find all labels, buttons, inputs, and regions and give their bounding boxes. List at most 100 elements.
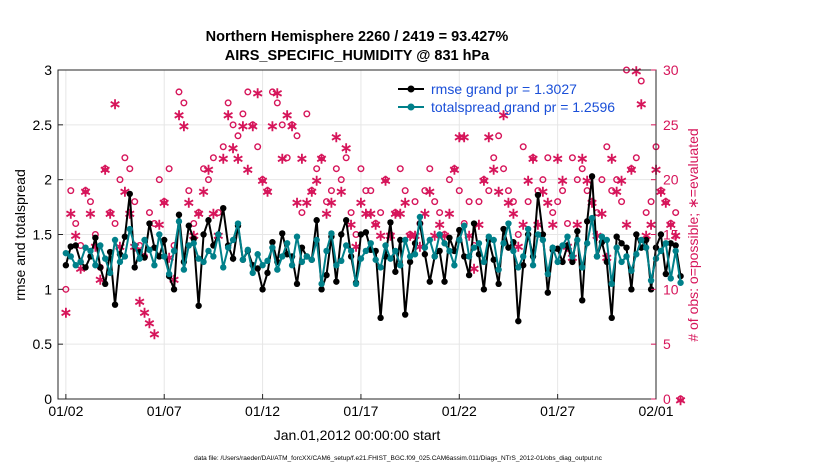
spread-point [549, 244, 556, 251]
rmse-point [185, 222, 193, 229]
spread-point [372, 256, 379, 263]
obs-possible-marker [293, 132, 301, 140]
rmse-point [480, 286, 488, 293]
spread-point [638, 236, 645, 244]
spread-point [180, 266, 188, 273]
obs-evaluated-marker: ∗ [173, 107, 186, 124]
obs-possible-marker [608, 187, 616, 195]
spread-point [485, 233, 492, 240]
obs-possible-marker [677, 395, 685, 403]
spread-point [190, 240, 197, 247]
obs-possible-marker [618, 198, 626, 206]
obs-evaluated-marker: ∗ [448, 162, 461, 179]
rmse-point [574, 228, 581, 235]
spread-point [249, 269, 256, 277]
y-tick-label-left: 1.5 [33, 227, 53, 243]
obs-possible-marker [263, 187, 271, 195]
obs-evaluated-marker: ∗ [79, 184, 92, 201]
obs-possible-marker [72, 220, 80, 228]
spread-point [618, 258, 625, 266]
spread-point [338, 257, 345, 265]
rmse-point [156, 253, 163, 260]
obs-possible-marker [500, 165, 508, 173]
rmse-point [544, 289, 552, 296]
obs-evaluated-marker: ∗ [315, 151, 328, 168]
spread-point [470, 244, 478, 251]
rmse-point [254, 265, 261, 272]
spread-point [662, 240, 670, 247]
obs-possible-marker [495, 132, 503, 140]
obs-evaluated-marker: ∗ [335, 184, 348, 201]
rmse-point [539, 231, 547, 238]
obs-evaluated-marker: ∗ [178, 118, 191, 135]
spread-point [72, 262, 79, 269]
spread-point [87, 247, 94, 255]
obs-evaluated-marker: ∗ [507, 206, 520, 223]
obs-evaluated-marker: ∗ [630, 63, 643, 80]
y-tick-label-left: 3 [44, 62, 52, 78]
obs-possible-marker [244, 88, 252, 96]
obs-possible-marker [195, 209, 203, 217]
obs-possible-marker [185, 187, 193, 195]
spread-point [318, 280, 325, 288]
obs-evaluated-marker: ∗ [138, 304, 151, 321]
obs-evaluated-marker: ∗ [143, 315, 156, 332]
obs-possible-marker [283, 154, 291, 162]
obs-evaluated-marker: ∗ [271, 85, 284, 102]
y-tick-label-left: 0.5 [33, 336, 53, 352]
obs-possible-marker [549, 209, 557, 217]
obs-evaluated-marker: ∗ [458, 129, 471, 146]
rmse-point [323, 271, 330, 279]
spread-point [116, 258, 124, 266]
obs-possible-marker [598, 176, 606, 184]
spread-point [387, 255, 394, 262]
obs-evaluated-marker: ∗ [576, 151, 589, 168]
spread-point [313, 236, 320, 244]
obs-possible-marker [490, 154, 498, 162]
obs-evaluated-marker: ∗ [615, 173, 628, 190]
spread-point [102, 255, 109, 262]
obs-possible-marker [382, 176, 390, 184]
obs-evaluated-marker: ∗ [546, 217, 559, 234]
obs-possible-marker [165, 165, 173, 173]
y-axis-label-left: rmse and totalspread [12, 169, 28, 301]
legend-rmse-label: rmse grand pr = 1.3027 [431, 81, 577, 97]
obs-possible-marker [214, 209, 222, 217]
obs-evaluated-marker: ∗ [192, 206, 205, 223]
y-tick-label-left: 2.5 [33, 117, 53, 133]
obs-evaluated-marker: ∗ [596, 206, 609, 223]
spread-point [82, 244, 89, 251]
spread-point [672, 247, 679, 255]
spread-point [283, 240, 291, 247]
obs-evaluated-marker: ∗ [379, 173, 392, 190]
obs-evaluated-marker: ∗ [237, 118, 250, 135]
spread-point [500, 240, 507, 247]
spread-point [333, 262, 340, 269]
rmse-point [141, 254, 148, 261]
obs-evaluated-marker: ∗ [487, 162, 500, 179]
spread-point [234, 220, 242, 227]
spread-point [677, 279, 684, 286]
spread-point [382, 242, 389, 249]
obs-possible-marker [131, 198, 139, 206]
spread-point [667, 275, 674, 282]
obs-evaluated-marker: ∗ [261, 184, 274, 201]
obs-evaluated-marker: ∗ [222, 107, 235, 124]
rmse-point [456, 226, 463, 234]
rmse-point [131, 264, 138, 271]
obs-evaluated-marker: ∗ [360, 206, 373, 223]
rmse-point [397, 236, 404, 244]
rmse-point [583, 218, 591, 225]
spread-point [126, 225, 133, 233]
rmse-point [146, 220, 153, 227]
obs-evaluated-marker: ∗ [227, 140, 240, 157]
obs-evaluated-marker: ∗ [242, 162, 255, 179]
spread-point [151, 262, 158, 269]
obs-possible-marker [254, 143, 262, 151]
obs-evaluated-marker: ∗ [291, 195, 304, 212]
rmse-point [264, 269, 271, 277]
obs-evaluated-marker: ∗ [64, 206, 77, 223]
obs-possible-marker [411, 198, 419, 206]
obs-possible-marker [431, 198, 439, 206]
